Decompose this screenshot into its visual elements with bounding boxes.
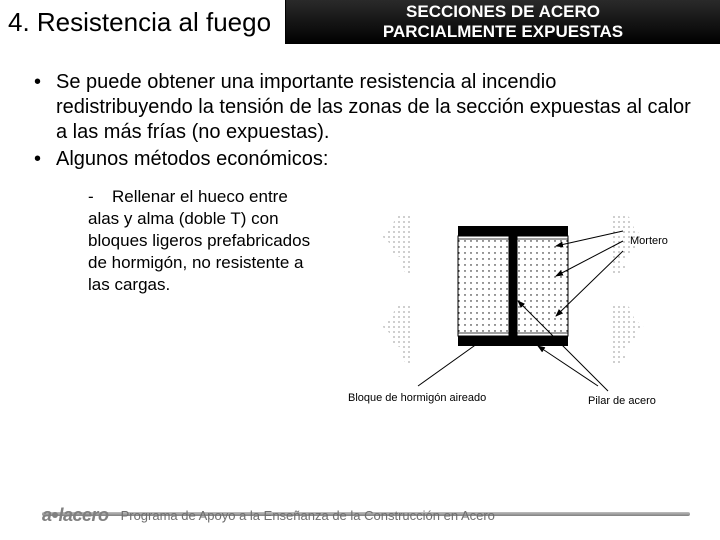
bullet-list: Se puede obtener una importante resisten…	[28, 70, 692, 172]
logo-text: lacero	[59, 505, 109, 526]
header-right-line1: SECCIONES DE ACERO	[286, 2, 720, 22]
logo-a: a	[42, 505, 52, 526]
logo: alacero	[42, 505, 109, 526]
bullet-item: Se puede obtener una importante resisten…	[28, 70, 692, 145]
slide-body: Se puede obtener una importante resisten…	[0, 70, 720, 421]
sub-item: -Rellenar el hueco entre alas y alma (do…	[88, 186, 318, 421]
svg-text:Mortero: Mortero	[630, 235, 668, 247]
bullet-item: Algunos métodos económicos:	[28, 147, 692, 172]
sub-item-text: Rellenar el hueco entre alas y alma (dob…	[88, 187, 310, 294]
header-title-left: 4. Resistencia al fuego	[0, 0, 286, 44]
beam-diagram: Mortero Bloque de hormigón aireado Pilar d…	[338, 186, 688, 421]
lower-row: -Rellenar el hueco entre alas y alma (do…	[28, 186, 692, 421]
dash-icon: -	[88, 186, 112, 208]
slide-footer: alacero Programa de Apoyo a la Enseñanza…	[0, 502, 720, 528]
diagram-svg: Mortero Bloque de hormigón aireado Pilar d…	[338, 186, 688, 416]
slide: 4. Resistencia al fuego SECCIONES DE ACE…	[0, 0, 720, 540]
header-right-line2: PARCIALMENTE EXPUESTAS	[286, 22, 720, 42]
logo-dot-icon	[52, 512, 58, 518]
header-title-right: SECCIONES DE ACERO PARCIALMENTE EXPUESTA…	[286, 2, 720, 43]
svg-text:Bloque de hormigón aireado: Bloque de hormigón aireado	[348, 392, 486, 404]
slide-header: 4. Resistencia al fuego SECCIONES DE ACE…	[0, 0, 720, 44]
footer-program: Programa de Apoyo a la Enseñanza de la C…	[121, 508, 495, 523]
svg-text:Pilar de acero: Pilar de acero	[588, 395, 656, 407]
